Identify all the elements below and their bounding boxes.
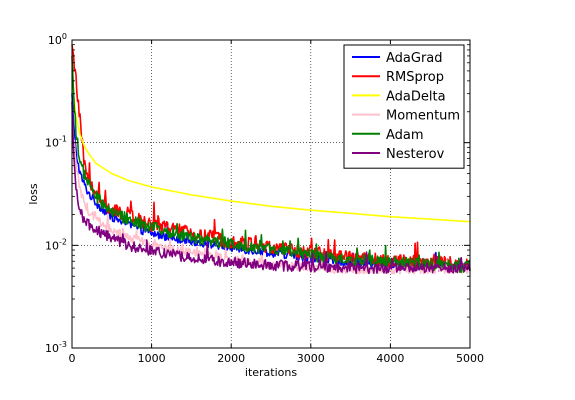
x-tick-label: 3000 <box>297 352 325 365</box>
y-tick-label: 10-3 <box>45 340 67 355</box>
x-tick-label: 4000 <box>376 352 404 365</box>
plot-frame <box>71 39 471 349</box>
series-line-adadelta <box>71 62 471 223</box>
legend: AdaGrad RMSprop AdaDelta Momentum Adam Nester… <box>343 44 465 169</box>
x-tick-label: 0 <box>69 352 76 365</box>
axis-ticks: 0 1000 2000 3000 4000 5000 10-3 10-2 10-1 100 <box>45 32 484 365</box>
legend-label: Adam <box>386 128 424 143</box>
legend-label: Nesterov <box>386 147 445 162</box>
y-tick-label: 10-2 <box>45 237 67 252</box>
series-lines <box>71 44 471 275</box>
y-axis-label: loss <box>27 183 40 205</box>
legend-box <box>343 44 465 169</box>
legend-label: AdaDelta <box>386 89 446 104</box>
series-line-adam <box>71 55 471 274</box>
legend-label: AdaGrad <box>386 51 443 66</box>
x-tick-label: 5000 <box>456 352 484 365</box>
y-tick-label: 10-1 <box>45 135 67 150</box>
x-tick-label: 1000 <box>138 352 166 365</box>
series-line-nesterov <box>71 101 471 275</box>
legend-label: RMSprop <box>386 70 444 85</box>
x-tick-label: 2000 <box>217 352 245 365</box>
y-tick-label: 100 <box>48 32 67 47</box>
legend-label: Momentum <box>386 109 460 124</box>
x-axis-label: iterations <box>245 366 297 379</box>
